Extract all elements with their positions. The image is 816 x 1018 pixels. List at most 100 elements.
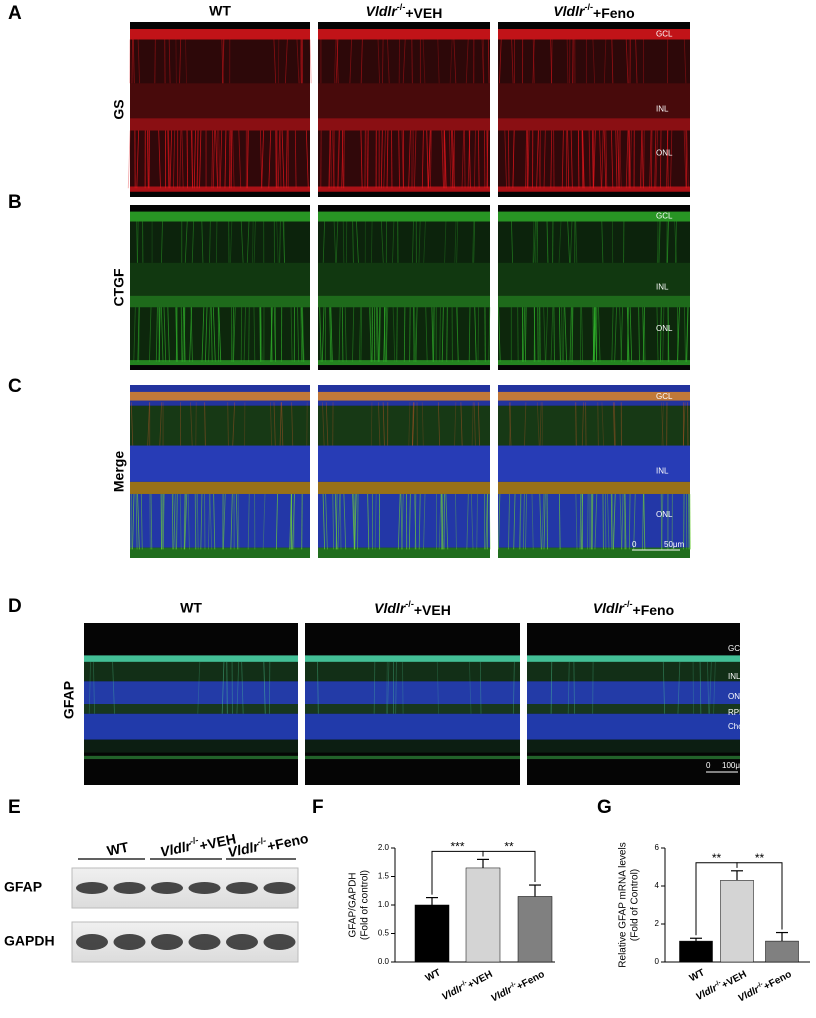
fiber xyxy=(441,493,444,550)
gene: Vldlr xyxy=(159,837,194,859)
fiber xyxy=(535,221,537,263)
fiber xyxy=(539,402,542,446)
fiber xyxy=(638,307,640,362)
fiber xyxy=(597,402,599,446)
y-tick-label: 6 xyxy=(655,843,660,852)
fiber xyxy=(601,130,604,189)
fiber xyxy=(587,493,589,550)
fiber xyxy=(683,130,687,189)
tissue-layer xyxy=(84,755,298,760)
x-tick-label: WT xyxy=(688,967,707,984)
fiber xyxy=(624,493,627,550)
tissue-layer xyxy=(84,681,298,704)
fiber xyxy=(591,493,594,550)
fiber xyxy=(601,221,604,263)
fiber xyxy=(360,130,363,189)
fiber xyxy=(414,130,417,189)
fiber xyxy=(386,130,389,189)
fiber xyxy=(468,130,471,189)
fiber xyxy=(210,307,213,362)
fiber xyxy=(591,130,594,189)
panel-letter: D xyxy=(8,596,22,617)
fiber xyxy=(464,130,466,189)
fiber xyxy=(567,221,570,263)
fiber xyxy=(667,307,670,362)
fiber xyxy=(455,493,457,550)
tissue-layer xyxy=(527,655,740,662)
fiber xyxy=(337,130,340,189)
fiber xyxy=(296,39,300,84)
fiber xyxy=(263,661,266,714)
fiber xyxy=(588,130,591,189)
fiber xyxy=(162,493,165,550)
fiber xyxy=(660,493,664,550)
fiber xyxy=(577,130,580,189)
fiber xyxy=(436,661,439,714)
fiber xyxy=(337,130,340,189)
blot-band xyxy=(76,934,108,950)
tissue-layer xyxy=(318,262,490,296)
blot-band xyxy=(226,882,258,894)
fiber xyxy=(642,493,644,550)
column-header: Vldlr-/-+VEH xyxy=(374,599,451,618)
fiber xyxy=(150,493,153,550)
fiber xyxy=(686,307,689,362)
fiber xyxy=(339,493,342,550)
fiber xyxy=(504,130,507,189)
layer-label: RPE xyxy=(728,708,744,717)
fiber xyxy=(660,402,664,446)
fiber xyxy=(259,130,263,189)
fiber xyxy=(321,307,325,362)
fiber xyxy=(277,130,281,189)
micrograph xyxy=(498,205,690,370)
tissue-layer xyxy=(318,481,490,494)
fiber xyxy=(380,130,383,189)
fiber xyxy=(241,661,244,714)
fiber xyxy=(387,661,390,714)
tissue-layer xyxy=(84,739,298,753)
fiber xyxy=(175,307,178,362)
bar xyxy=(517,896,553,963)
fiber xyxy=(247,493,250,550)
fiber xyxy=(291,493,293,550)
fiber xyxy=(677,307,680,362)
panel-letter: F xyxy=(312,797,324,818)
fiber xyxy=(512,130,515,189)
fiber xyxy=(330,130,333,189)
tissue-layer xyxy=(130,445,310,482)
fiber xyxy=(403,307,406,362)
fiber xyxy=(383,130,386,189)
micrograph xyxy=(318,205,491,370)
fiber xyxy=(172,130,176,189)
tissue-layer xyxy=(318,493,490,548)
fiber xyxy=(425,307,428,362)
fiber xyxy=(487,39,490,84)
micrograph xyxy=(527,623,740,785)
tissue-layer xyxy=(130,547,310,558)
tissue-layer xyxy=(498,360,690,366)
fiber xyxy=(498,493,501,550)
fiber xyxy=(184,221,188,263)
fiber xyxy=(197,661,201,714)
fiber xyxy=(211,130,214,189)
blot-band xyxy=(188,934,221,950)
fiber xyxy=(686,130,689,189)
fiber xyxy=(437,39,440,84)
fiber xyxy=(550,39,553,84)
fiber xyxy=(486,130,489,189)
fiber xyxy=(208,307,211,362)
fiber xyxy=(137,307,140,362)
gene: Vldlr xyxy=(366,3,399,19)
fiber xyxy=(160,307,164,362)
bar xyxy=(720,880,754,963)
fiber xyxy=(146,130,149,189)
fiber xyxy=(380,221,384,263)
fiber xyxy=(180,307,183,362)
tissue-layer xyxy=(527,704,740,714)
fiber xyxy=(550,661,553,714)
y-tick-label: 1.5 xyxy=(378,872,390,881)
tissue-layer xyxy=(527,661,740,682)
fiber xyxy=(654,130,657,189)
significance-label: ** xyxy=(755,851,765,865)
fiber xyxy=(474,307,477,362)
